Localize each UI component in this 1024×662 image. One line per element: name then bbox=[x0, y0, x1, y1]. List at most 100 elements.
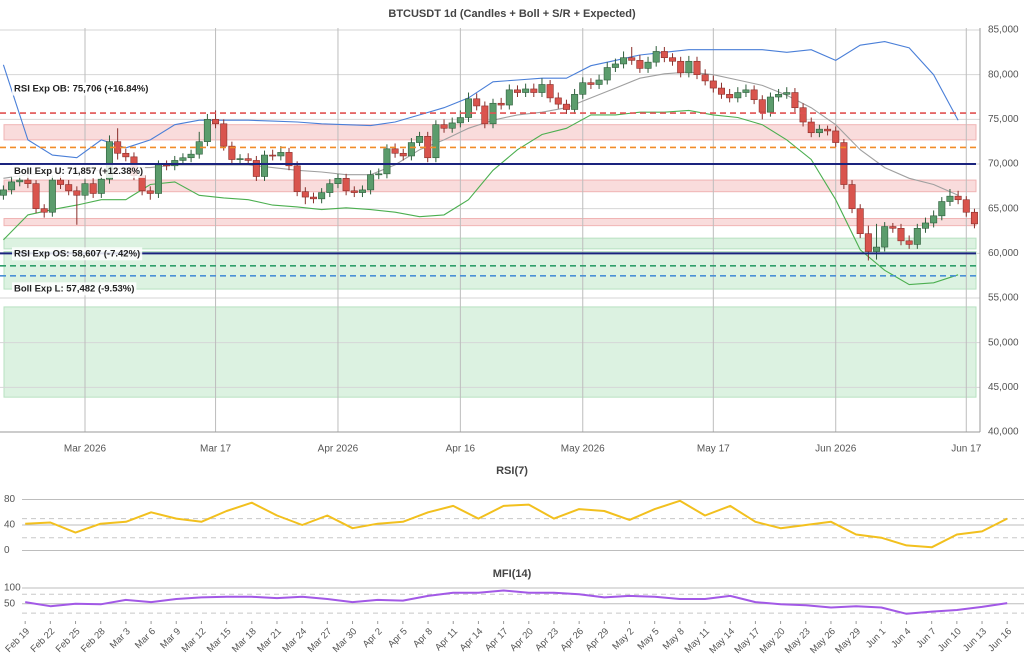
candle-body bbox=[416, 136, 424, 143]
y-tick-label: 55,000 bbox=[988, 293, 1019, 304]
candle-body bbox=[897, 228, 905, 242]
x-tick-label: Apr 5 bbox=[386, 626, 410, 650]
candle-body bbox=[595, 79, 603, 85]
candle-body bbox=[571, 94, 579, 110]
level-label: Boll Exp L: 57,482 (-9.53%) bbox=[14, 283, 134, 294]
band-line bbox=[3, 71, 959, 196]
candle-body bbox=[636, 60, 644, 69]
candle-body bbox=[758, 99, 766, 113]
x-tick-label: Apr 23 bbox=[533, 626, 561, 654]
x-tick-label: Apr 2026 bbox=[318, 444, 359, 455]
level-label: Boll Exp U: 71,857 (+12.38%) bbox=[14, 166, 143, 177]
candle-body bbox=[587, 82, 595, 85]
y-tick-label: 40 bbox=[4, 520, 16, 531]
candle-body bbox=[146, 190, 154, 194]
candle-body bbox=[105, 141, 113, 180]
zone bbox=[3, 251, 977, 290]
x-tick-label: Jun 4 bbox=[889, 626, 913, 650]
indicator-line bbox=[25, 499, 1008, 549]
candle-body bbox=[122, 152, 130, 158]
candle-body bbox=[0, 189, 7, 196]
x-tick-label: Mar 27 bbox=[306, 626, 335, 655]
x-tick-label: Jun 2026 bbox=[815, 444, 857, 455]
candle-body bbox=[326, 183, 334, 193]
candle-body bbox=[579, 82, 587, 95]
x-tick-label: May 2026 bbox=[561, 444, 605, 455]
y-tick-label: 50 bbox=[4, 598, 16, 609]
candle-body bbox=[399, 152, 407, 157]
candle-body bbox=[187, 153, 195, 159]
candle-body bbox=[154, 164, 162, 194]
candle-body bbox=[954, 195, 962, 201]
level-label-bg bbox=[12, 247, 143, 261]
candle-body bbox=[652, 51, 660, 63]
level-label-bg bbox=[12, 164, 146, 178]
y-tick-label: 40,000 bbox=[988, 427, 1019, 438]
candle-body bbox=[391, 148, 399, 154]
x-tick-label: Mar 24 bbox=[280, 626, 309, 655]
x-tick-label: Apr 16 bbox=[446, 444, 476, 455]
candle-body bbox=[824, 128, 832, 132]
candle-body bbox=[163, 164, 171, 167]
x-tick-label: May 23 bbox=[783, 626, 813, 656]
y-tick-label: 45,000 bbox=[988, 382, 1019, 393]
x-tick-label: Feb 25 bbox=[54, 626, 83, 655]
candle-body bbox=[505, 89, 513, 106]
candle-body bbox=[432, 124, 440, 159]
candle-body bbox=[293, 165, 301, 192]
candle-body bbox=[513, 89, 521, 93]
x-tick-label: Apr 8 bbox=[411, 626, 435, 650]
candle-body bbox=[244, 158, 252, 161]
y-tick-label: 50,000 bbox=[988, 337, 1019, 348]
candle-body bbox=[32, 183, 40, 209]
candle-body bbox=[554, 97, 562, 105]
candle-body bbox=[611, 63, 619, 68]
x-tick-label: Feb 19 bbox=[3, 626, 32, 655]
x-tick-label: Apr 29 bbox=[584, 626, 612, 654]
candle-body bbox=[669, 57, 677, 62]
indicator-line bbox=[25, 589, 1008, 615]
x-tick-label: Apr 2 bbox=[361, 626, 385, 650]
x-tick-label: Feb 28 bbox=[79, 626, 108, 655]
x-tick-label: May 11 bbox=[683, 626, 712, 655]
candle-body bbox=[212, 119, 220, 125]
x-tick-label: Apr 20 bbox=[508, 626, 536, 654]
candle-body bbox=[367, 174, 375, 191]
zone bbox=[3, 179, 977, 193]
x-tick-label: May 20 bbox=[758, 626, 788, 656]
candle-body bbox=[285, 152, 293, 167]
candle-body bbox=[562, 103, 570, 110]
plot-area bbox=[0, 28, 980, 432]
candle-body bbox=[252, 160, 260, 177]
candle-body bbox=[57, 179, 65, 185]
zone bbox=[3, 124, 977, 141]
band-line bbox=[2, 41, 959, 159]
candle-body bbox=[930, 215, 938, 224]
x-tick-label: Mar 3 bbox=[108, 626, 133, 651]
candle-body bbox=[269, 154, 277, 157]
candle-body bbox=[701, 74, 709, 82]
candle-body bbox=[481, 105, 489, 125]
candle-body bbox=[685, 60, 693, 74]
chart-title: BTCUSDT 1d (Candles + Boll + S/R + Expec… bbox=[388, 8, 636, 20]
candle-body bbox=[962, 199, 970, 213]
candle-body bbox=[970, 211, 978, 225]
x-tick-label: May 29 bbox=[833, 626, 863, 656]
candle-body bbox=[881, 226, 889, 248]
x-tick-label: May 2 bbox=[610, 626, 636, 652]
candle-body bbox=[693, 60, 701, 75]
x-tick-label: May 26 bbox=[808, 626, 838, 656]
candle-body bbox=[660, 51, 668, 58]
x-tick-label: Apr 14 bbox=[458, 626, 486, 654]
candle-body bbox=[783, 92, 791, 95]
candle-body bbox=[913, 228, 921, 245]
candle-body bbox=[905, 240, 913, 245]
x-tick-label: Jun 13 bbox=[961, 626, 989, 654]
candle-body bbox=[236, 158, 244, 160]
candle-body bbox=[807, 121, 815, 134]
candle-body bbox=[440, 124, 448, 129]
x-tick-label: May 14 bbox=[707, 626, 737, 656]
candle-body bbox=[530, 88, 538, 93]
candle-body bbox=[179, 157, 187, 161]
